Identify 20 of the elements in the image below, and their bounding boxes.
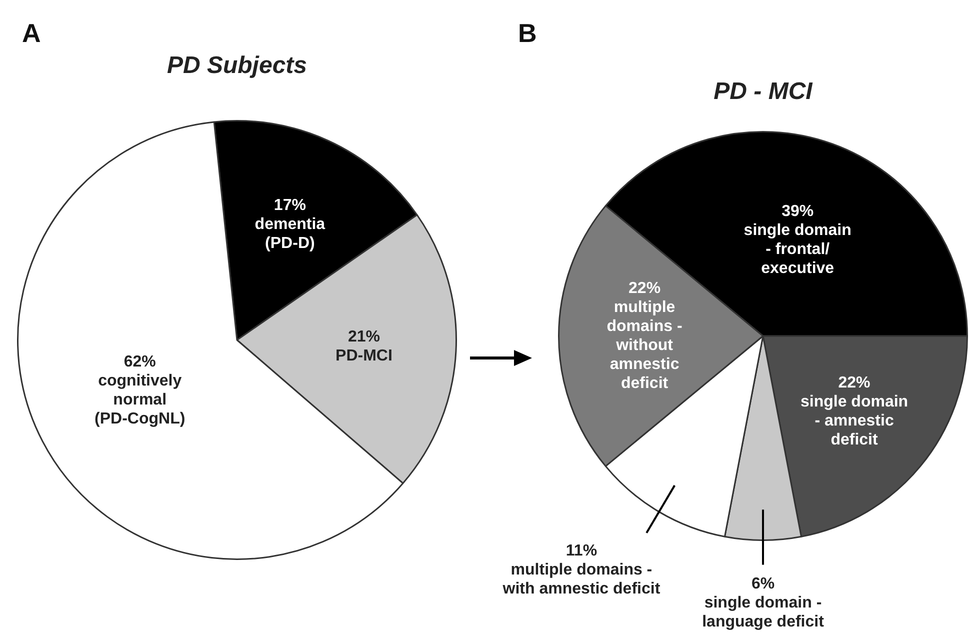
- slice-label: single domain - amnestic deficit: [800, 393, 908, 448]
- chart-title: PD Subjects: [166, 52, 308, 80]
- data-label: 6%: [751, 576, 775, 593]
- chart-title: PD - MCI: [712, 78, 814, 106]
- data-label: 22%: [838, 374, 870, 392]
- slice-label: single domain - language deficit: [702, 594, 825, 631]
- slice-label: multiple domains - with amnestic deficit: [502, 561, 661, 598]
- slice-label: multiple domains - without amnestic deficit: [606, 298, 682, 392]
- data-label: 21%: [348, 328, 380, 346]
- data-label: 62%: [124, 354, 156, 371]
- slice-label: dementia (PD-D): [254, 216, 326, 252]
- data-label: 11%: [566, 542, 598, 560]
- slice-label: single domain - frontal/executive: [744, 222, 852, 277]
- data-label: 17%: [274, 196, 306, 214]
- data-label: 39%: [782, 202, 814, 220]
- data-label: 22%: [628, 280, 661, 297]
- slice-label: PD-MCI: [336, 348, 392, 365]
- text: B: [518, 18, 537, 49]
- slice-label: cognitively normal (PD-CogNL): [94, 372, 186, 428]
- text: A: [22, 18, 41, 49]
